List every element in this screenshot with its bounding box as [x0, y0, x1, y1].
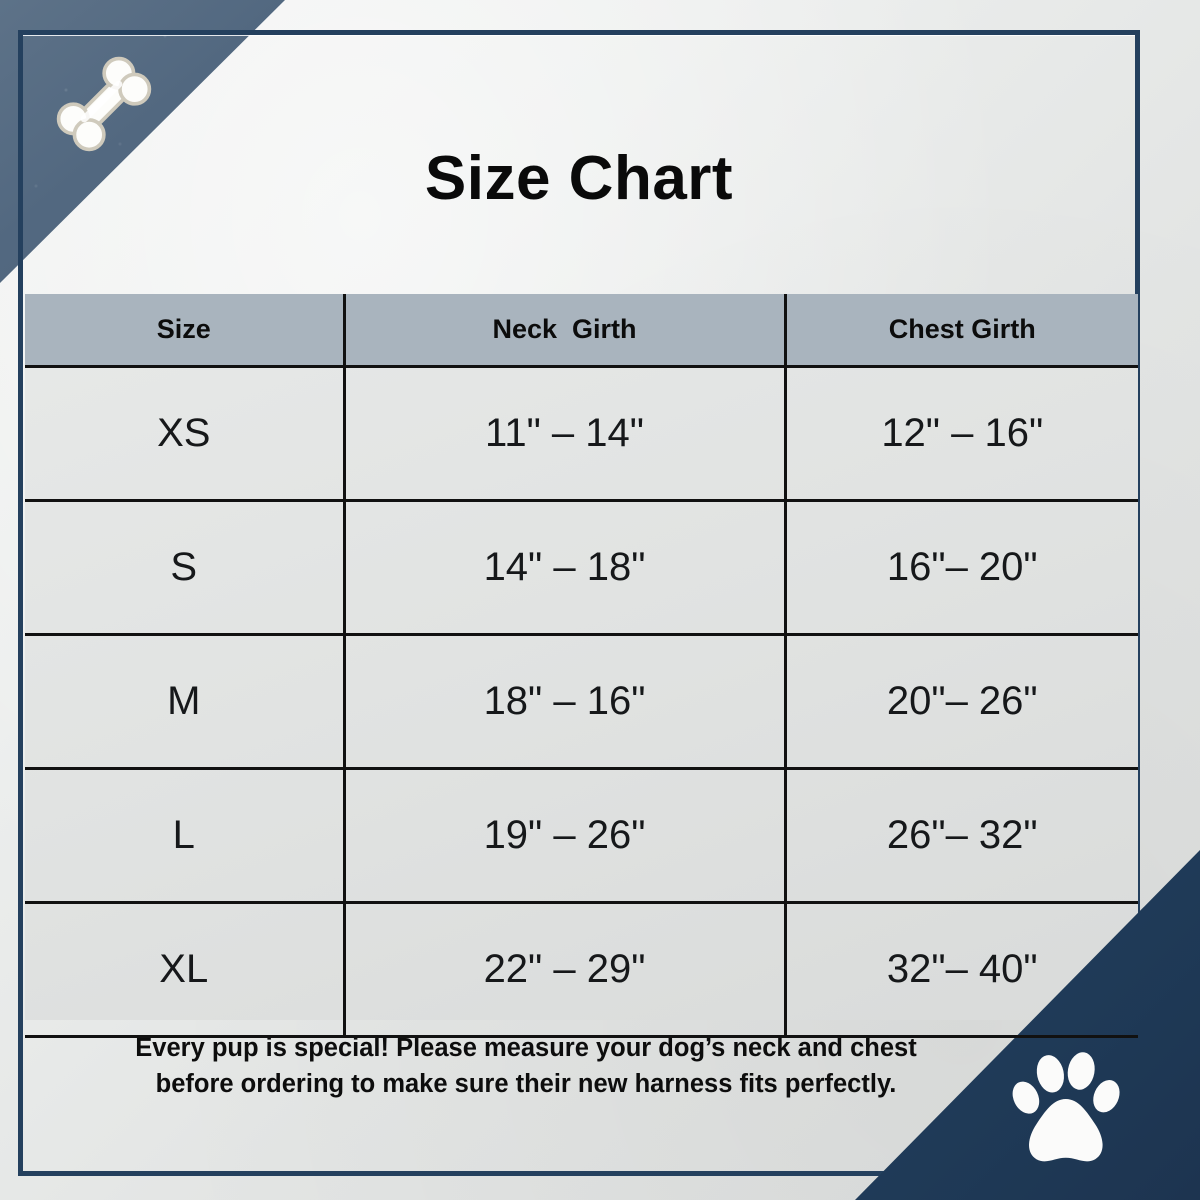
cell-neck: 11" – 14" [342, 365, 785, 501]
table-body: XS 11" – 14" 12" – 16" S 14" – 18" 16"– … [25, 365, 1138, 1038]
column-header-size: Size [25, 294, 344, 367]
table-header-row: Size Neck Girth Chest Girth [25, 294, 1138, 367]
cell-chest: 12" – 16" [783, 365, 1138, 501]
cell-chest: 16"– 20" [783, 499, 1138, 635]
page-title: Size Chart [424, 144, 734, 213]
measurement-note: Every pup is special! Please measure you… [135, 1034, 917, 1099]
chart-sheet: Size Chart Size Neck Girth Chest Girth [23, 35, 1138, 1171]
size-table-wrapper: Size Neck Girth Chest Girth XS 11" – 14"… [25, 294, 1138, 1038]
table-row: S 14" – 18" 16"– 20" [25, 499, 1138, 635]
table-row: M 18" – 16" 20"– 26" [25, 633, 1138, 769]
table-row: L 19" – 26" 26"– 32" [25, 767, 1138, 903]
size-table: Size Neck Girth Chest Girth XS 11" – 14"… [25, 294, 1138, 1038]
paw-icon [1012, 1052, 1120, 1162]
cell-neck: 22" – 29" [342, 901, 785, 1038]
column-header-chest-girth: Chest Girth [783, 294, 1138, 367]
cell-chest: 32"– 40" [783, 901, 1138, 1038]
cell-chest: 20"– 26" [783, 633, 1138, 769]
cell-chest: 26"– 32" [783, 767, 1138, 903]
cell-neck: 18" – 16" [342, 633, 785, 769]
cell-neck: 19" – 26" [342, 767, 785, 903]
table-row: XL 22" – 29" 32"– 40" [25, 901, 1138, 1038]
cell-size: S [25, 499, 344, 635]
bone-icon [56, 56, 152, 152]
table-head: Size Neck Girth Chest Girth [25, 294, 1138, 367]
cell-size: XS [25, 365, 344, 501]
column-header-neck-girth: Neck Girth [342, 294, 785, 367]
cell-neck: 14" – 18" [342, 499, 785, 635]
cell-size: M [25, 633, 344, 769]
cell-size: L [25, 767, 344, 903]
cell-size: XL [25, 901, 344, 1038]
table-row: XS 11" – 14" 12" – 16" [25, 365, 1138, 501]
